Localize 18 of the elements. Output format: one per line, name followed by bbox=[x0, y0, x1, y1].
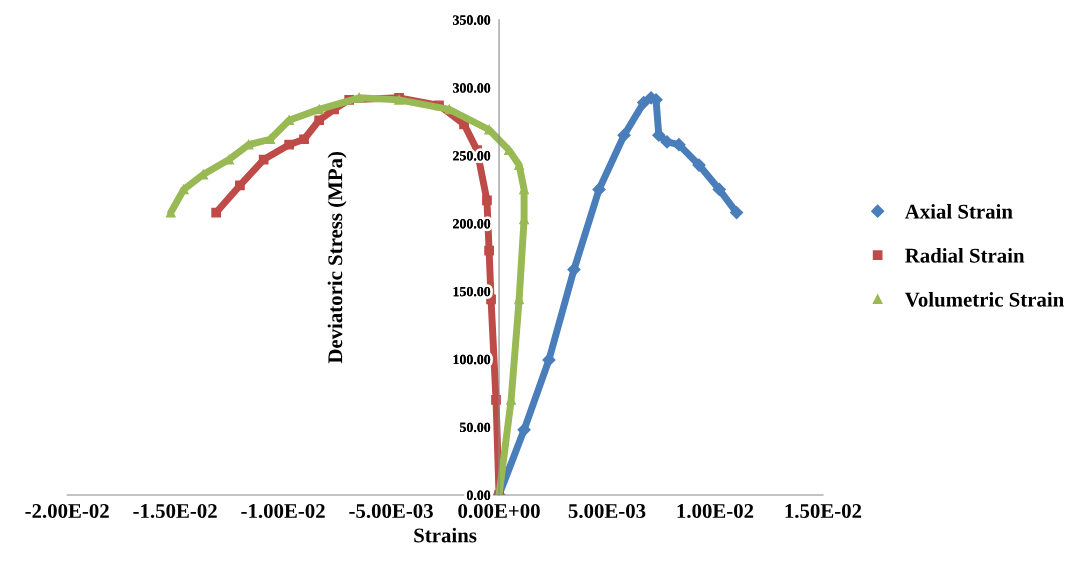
y-tick-label: 300.00 bbox=[453, 83, 491, 93]
x-tick-label: 5.00E-03 bbox=[568, 503, 646, 519]
x-tick-label: 1.50E-02 bbox=[785, 503, 862, 519]
legend-label: Radial Strain bbox=[905, 248, 1025, 263]
y-tick-label: 0.00 bbox=[466, 490, 491, 501]
legend-label: Axial Strain bbox=[904, 203, 1013, 219]
y-tick-label: 350.00 bbox=[453, 15, 491, 25]
x-tick-label: -5.00E-03 bbox=[349, 503, 433, 519]
x-axis-title: Strains bbox=[414, 527, 477, 543]
x-tick-label: -1.00E-02 bbox=[241, 503, 325, 519]
x-tick-label: -2.00E-02 bbox=[25, 503, 109, 519]
y-tick-label: 50.00 bbox=[460, 422, 491, 433]
x-tick-label: 1.00E-02 bbox=[677, 503, 754, 519]
x-tick-label: 0.00E+00 bbox=[458, 503, 540, 519]
y-tick-label: 100.00 bbox=[453, 354, 491, 365]
legend-label: Volumetric Strain bbox=[904, 292, 1064, 307]
x-tick-label: -1.50E-02 bbox=[133, 503, 217, 519]
y-axis-title: Deviatoric Stress (MPa) bbox=[327, 152, 347, 364]
